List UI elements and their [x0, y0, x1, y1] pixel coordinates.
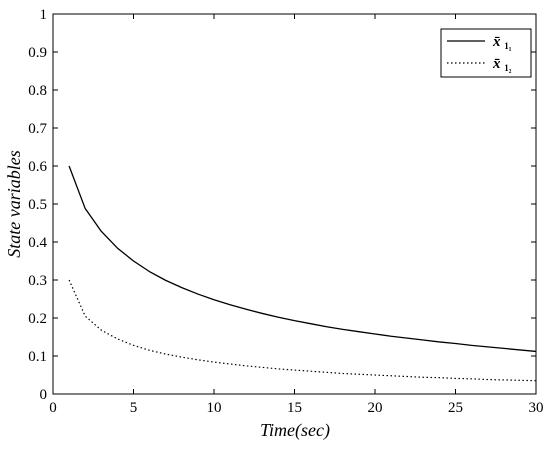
series-layer — [68, 165, 537, 382]
y-tick-label: 0.1 — [28, 349, 47, 365]
x-tick-label: 5 — [130, 400, 138, 416]
legend-label-series-2-sub: 1₂ — [504, 63, 512, 73]
y-tick-label: 0.6 — [28, 159, 47, 175]
legend-label-series-1-sub: 1₁ — [504, 41, 512, 51]
y-tick-label: 0 — [40, 387, 48, 403]
x-tick-label: 20 — [368, 400, 383, 416]
x-tick-label: 30 — [529, 400, 544, 416]
legend-label-series-1-base: x̄ — [492, 34, 501, 50]
x-tick-label: 10 — [207, 400, 222, 416]
legend: x̄ 1₁ x̄ 1₂ — [440, 28, 532, 78]
series-line-1 — [68, 165, 537, 353]
legend-label-series-2-base: x̄ — [492, 56, 501, 72]
y-tick-label: 0.3 — [28, 273, 47, 289]
y-tick-label: 0.4 — [28, 235, 47, 251]
y-axis-title: State variables — [4, 150, 24, 257]
axis-ticks: 0 5 10 15 20 25 30 0 0.1 0.2 0.3 0.4 0.5 0.6 0.7 0.8 0.9… — [28, 7, 543, 416]
y-tick-label: 0.7 — [28, 121, 47, 137]
x-tick-label: 0 — [49, 400, 57, 416]
y-tick-label: 0.8 — [28, 83, 47, 99]
y-tick-label: 0.5 — [28, 197, 47, 213]
y-tick-label: 0.2 — [28, 311, 47, 327]
x-tick-label: 25 — [448, 400, 463, 416]
x-tick-label: 15 — [287, 400, 302, 416]
legend-box — [440, 28, 532, 78]
y-tick-label: 1 — [40, 7, 48, 23]
legend-label-series-2: x̄ 1₂ — [492, 56, 512, 73]
y-tick-label: 0.9 — [28, 45, 47, 61]
x-axis-title: Time(sec) — [260, 420, 330, 441]
legend-label-series-1: x̄ 1₁ — [492, 34, 512, 51]
